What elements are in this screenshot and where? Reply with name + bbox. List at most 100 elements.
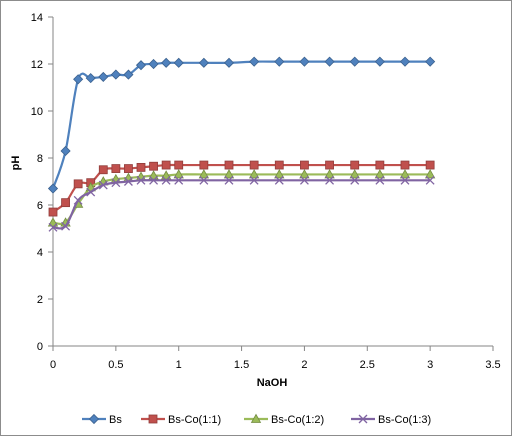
data-point-bs-co-1-1 [98,165,108,175]
legend-label-bs-co-1-1: Bs-Co(1:1) [168,414,221,426]
legend-item-bs-co-1-3: Bs-Co(1:3) [351,414,431,426]
data-point-bs-co-1-3 [111,178,121,188]
data-point-bs [299,56,310,67]
legend-marker-bs-co-1-1 [148,414,158,424]
data-point-bs-co-1-2 [299,169,310,179]
data-point-bs-co-1-1 [249,160,259,170]
legend: Bs Bs-Co(1:1) Bs-Co(1:2) Bs-Co(1:3) [82,413,431,426]
data-point-bs-co-1-3 [425,175,435,185]
data-point-bs [425,56,436,67]
data-point-bs-co-1-3 [224,175,234,185]
data-point-bs [73,74,84,85]
data-point-bs-co-1-3 [174,175,184,185]
data-point-bs-co-1-2 [47,217,59,227]
data-point-bs-co-1-3 [375,175,385,185]
data-point-bs [198,57,209,68]
data-point-bs-co-1-2 [160,170,172,180]
legend-label-bs: Bs [109,414,122,426]
x-tick-label: 0.5 [108,359,123,371]
data-point-bs-co-1-3 [86,187,96,197]
y-tick-label: 12 [31,59,43,71]
y-axis-title: pH [10,156,22,171]
data-point-bs-co-1-2 [274,169,285,179]
data-point-bs-co-1-3 [249,175,259,185]
data-point-bs [374,56,385,67]
data-point-bs-co-1-3-stroke [149,175,159,185]
data-point-bs [135,60,147,71]
data-point-bs-co-1-2 [248,169,260,179]
data-point-bs [324,56,335,67]
data-point-bs-co-1-3-stroke [174,175,184,185]
y-tick-label: 4 [37,247,43,259]
data-point-bs-co-1-2 [324,169,335,179]
data-point-bs-co-1-2 [173,169,184,179]
data-point-bs-co-1-3 [400,175,410,185]
data-point-bs-co-1-3 [123,177,133,186]
data-point-bs [249,56,260,67]
data-point-bs-co-1-3 [98,180,108,190]
data-point-bs-co-1-3-stroke [161,175,171,185]
y-tick-label: 2 [37,294,43,306]
data-point-bs-co-1-3 [299,175,309,185]
data-point-bs-co-1-3-stroke [111,178,121,188]
data-point-bs [223,57,235,68]
data-point-bs-co-1-2 [148,170,159,180]
x-tick-label: 1 [176,359,182,371]
data-point-bs-co-1-3-stroke [199,175,209,185]
data-point-bs [60,145,71,157]
data-point-bs-co-1-3-stroke [86,187,96,197]
data-point-bs-co-1-2 [399,169,411,179]
x-tick-label: 3.5 [485,359,500,371]
data-point-bs-co-1-1 [375,160,385,170]
data-point-bs-co-1-2 [198,169,210,179]
data-point-bs [47,183,59,194]
data-point-bs-co-1-3-stroke [73,195,83,205]
data-point-bs [173,57,184,68]
data-point-bs-co-1-1 [136,162,146,172]
data-point-bs-co-1-1 [111,164,121,173]
data-point-bs-co-1-3 [161,175,171,185]
data-point-bs-co-1-1 [73,179,83,189]
data-point-bs-co-1-2 [349,169,360,179]
data-point-bs [274,56,285,67]
data-point-bs-co-1-3-stroke [136,175,146,185]
legend-item-bs-co-1-1: Bs-Co(1:1) [141,414,221,426]
data-point-bs-co-1-3-stroke [249,175,259,185]
data-point-bs-co-1-3-stroke [274,175,284,185]
data-point-bs [399,56,411,67]
data-point-bs-co-1-1 [325,160,334,170]
legend-label-bs-co-1-3: Bs-Co(1:3) [378,414,431,426]
data-point-bs-co-1-3 [199,175,209,185]
series-line-bs-co-1-1 [52,163,431,213]
data-point-bs-co-1-1 [300,160,309,170]
legend-marker-bs-co-1-3-stroke [358,414,368,424]
data-point-bs-co-1-3-stroke [325,175,335,185]
x-tick-label: 0 [50,359,56,371]
series-bs-co-1-1 [48,160,435,217]
data-point-bs-co-1-3-stroke [224,175,234,185]
data-point-bs-co-1-3 [136,175,146,185]
series-bs [47,56,436,194]
data-point-bs [110,69,121,80]
x-tick-labels: 0 0.5 1 1.5 2 2.5 3 3.5 [50,359,501,371]
data-point-bs-co-1-3-stroke [98,180,108,190]
series-bs-co-1-3 [48,175,435,232]
series-layer [47,56,436,232]
data-point-bs-co-1-2 [374,169,386,179]
data-point-bs-co-1-1 [199,160,209,170]
data-point-bs-co-1-3 [325,175,335,185]
data-point-bs-co-1-1 [350,160,360,170]
data-point-bs-co-1-3-stroke [48,222,58,232]
data-point-bs-co-1-3-stroke [350,175,360,185]
data-point-bs [85,73,96,84]
data-point-bs [98,71,109,82]
legend-item-bs-co-1-2: Bs-Co(1:2) [244,413,324,426]
series-line-bs-co-1-2 [52,173,431,226]
data-point-bs-co-1-3-stroke [400,175,410,185]
x-axis-title: NaOH [257,377,288,389]
data-point-bs-co-1-1 [274,160,284,170]
data-point-bs-co-1-1 [61,198,70,208]
data-point-bs-co-1-3-stroke [375,175,385,185]
